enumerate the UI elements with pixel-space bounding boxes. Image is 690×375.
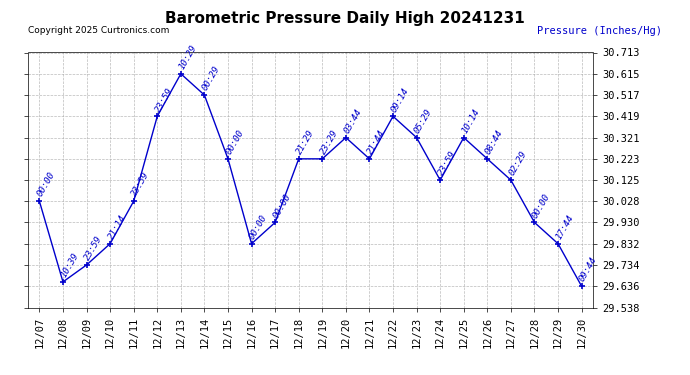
Text: Barometric Pressure Daily High 20241231: Barometric Pressure Daily High 20241231 <box>165 11 525 26</box>
Text: 02:29: 02:29 <box>507 150 529 177</box>
Text: 00:29: 00:29 <box>201 64 222 92</box>
Text: 21:29: 21:29 <box>295 128 316 156</box>
Text: 09:44: 09:44 <box>578 256 599 284</box>
Text: Copyright 2025 Curtronics.com: Copyright 2025 Curtronics.com <box>28 26 169 35</box>
Text: 23:59: 23:59 <box>83 234 104 262</box>
Text: 21:44: 21:44 <box>366 128 387 156</box>
Text: Pressure (Inches/Hg): Pressure (Inches/Hg) <box>538 26 662 36</box>
Text: 08:44: 08:44 <box>484 128 505 156</box>
Text: 10:39: 10:39 <box>59 251 81 279</box>
Text: 23:29: 23:29 <box>319 128 340 156</box>
Text: 00:00: 00:00 <box>248 213 269 241</box>
Text: 23:59: 23:59 <box>437 150 457 177</box>
Text: 05:29: 05:29 <box>413 107 434 135</box>
Text: 17:44: 17:44 <box>554 213 575 241</box>
Text: 00:00: 00:00 <box>271 192 293 220</box>
Text: 09:14: 09:14 <box>389 86 411 114</box>
Text: 23:59: 23:59 <box>154 86 175 114</box>
Text: 00:00: 00:00 <box>36 171 57 198</box>
Text: 03:44: 03:44 <box>342 107 364 135</box>
Text: 21:14: 21:14 <box>106 213 128 241</box>
Text: 10:29: 10:29 <box>177 43 199 71</box>
Text: 10:14: 10:14 <box>460 107 482 135</box>
Text: 00:00: 00:00 <box>531 192 552 220</box>
Text: 00:00: 00:00 <box>224 128 246 156</box>
Text: 23:59: 23:59 <box>130 171 151 198</box>
